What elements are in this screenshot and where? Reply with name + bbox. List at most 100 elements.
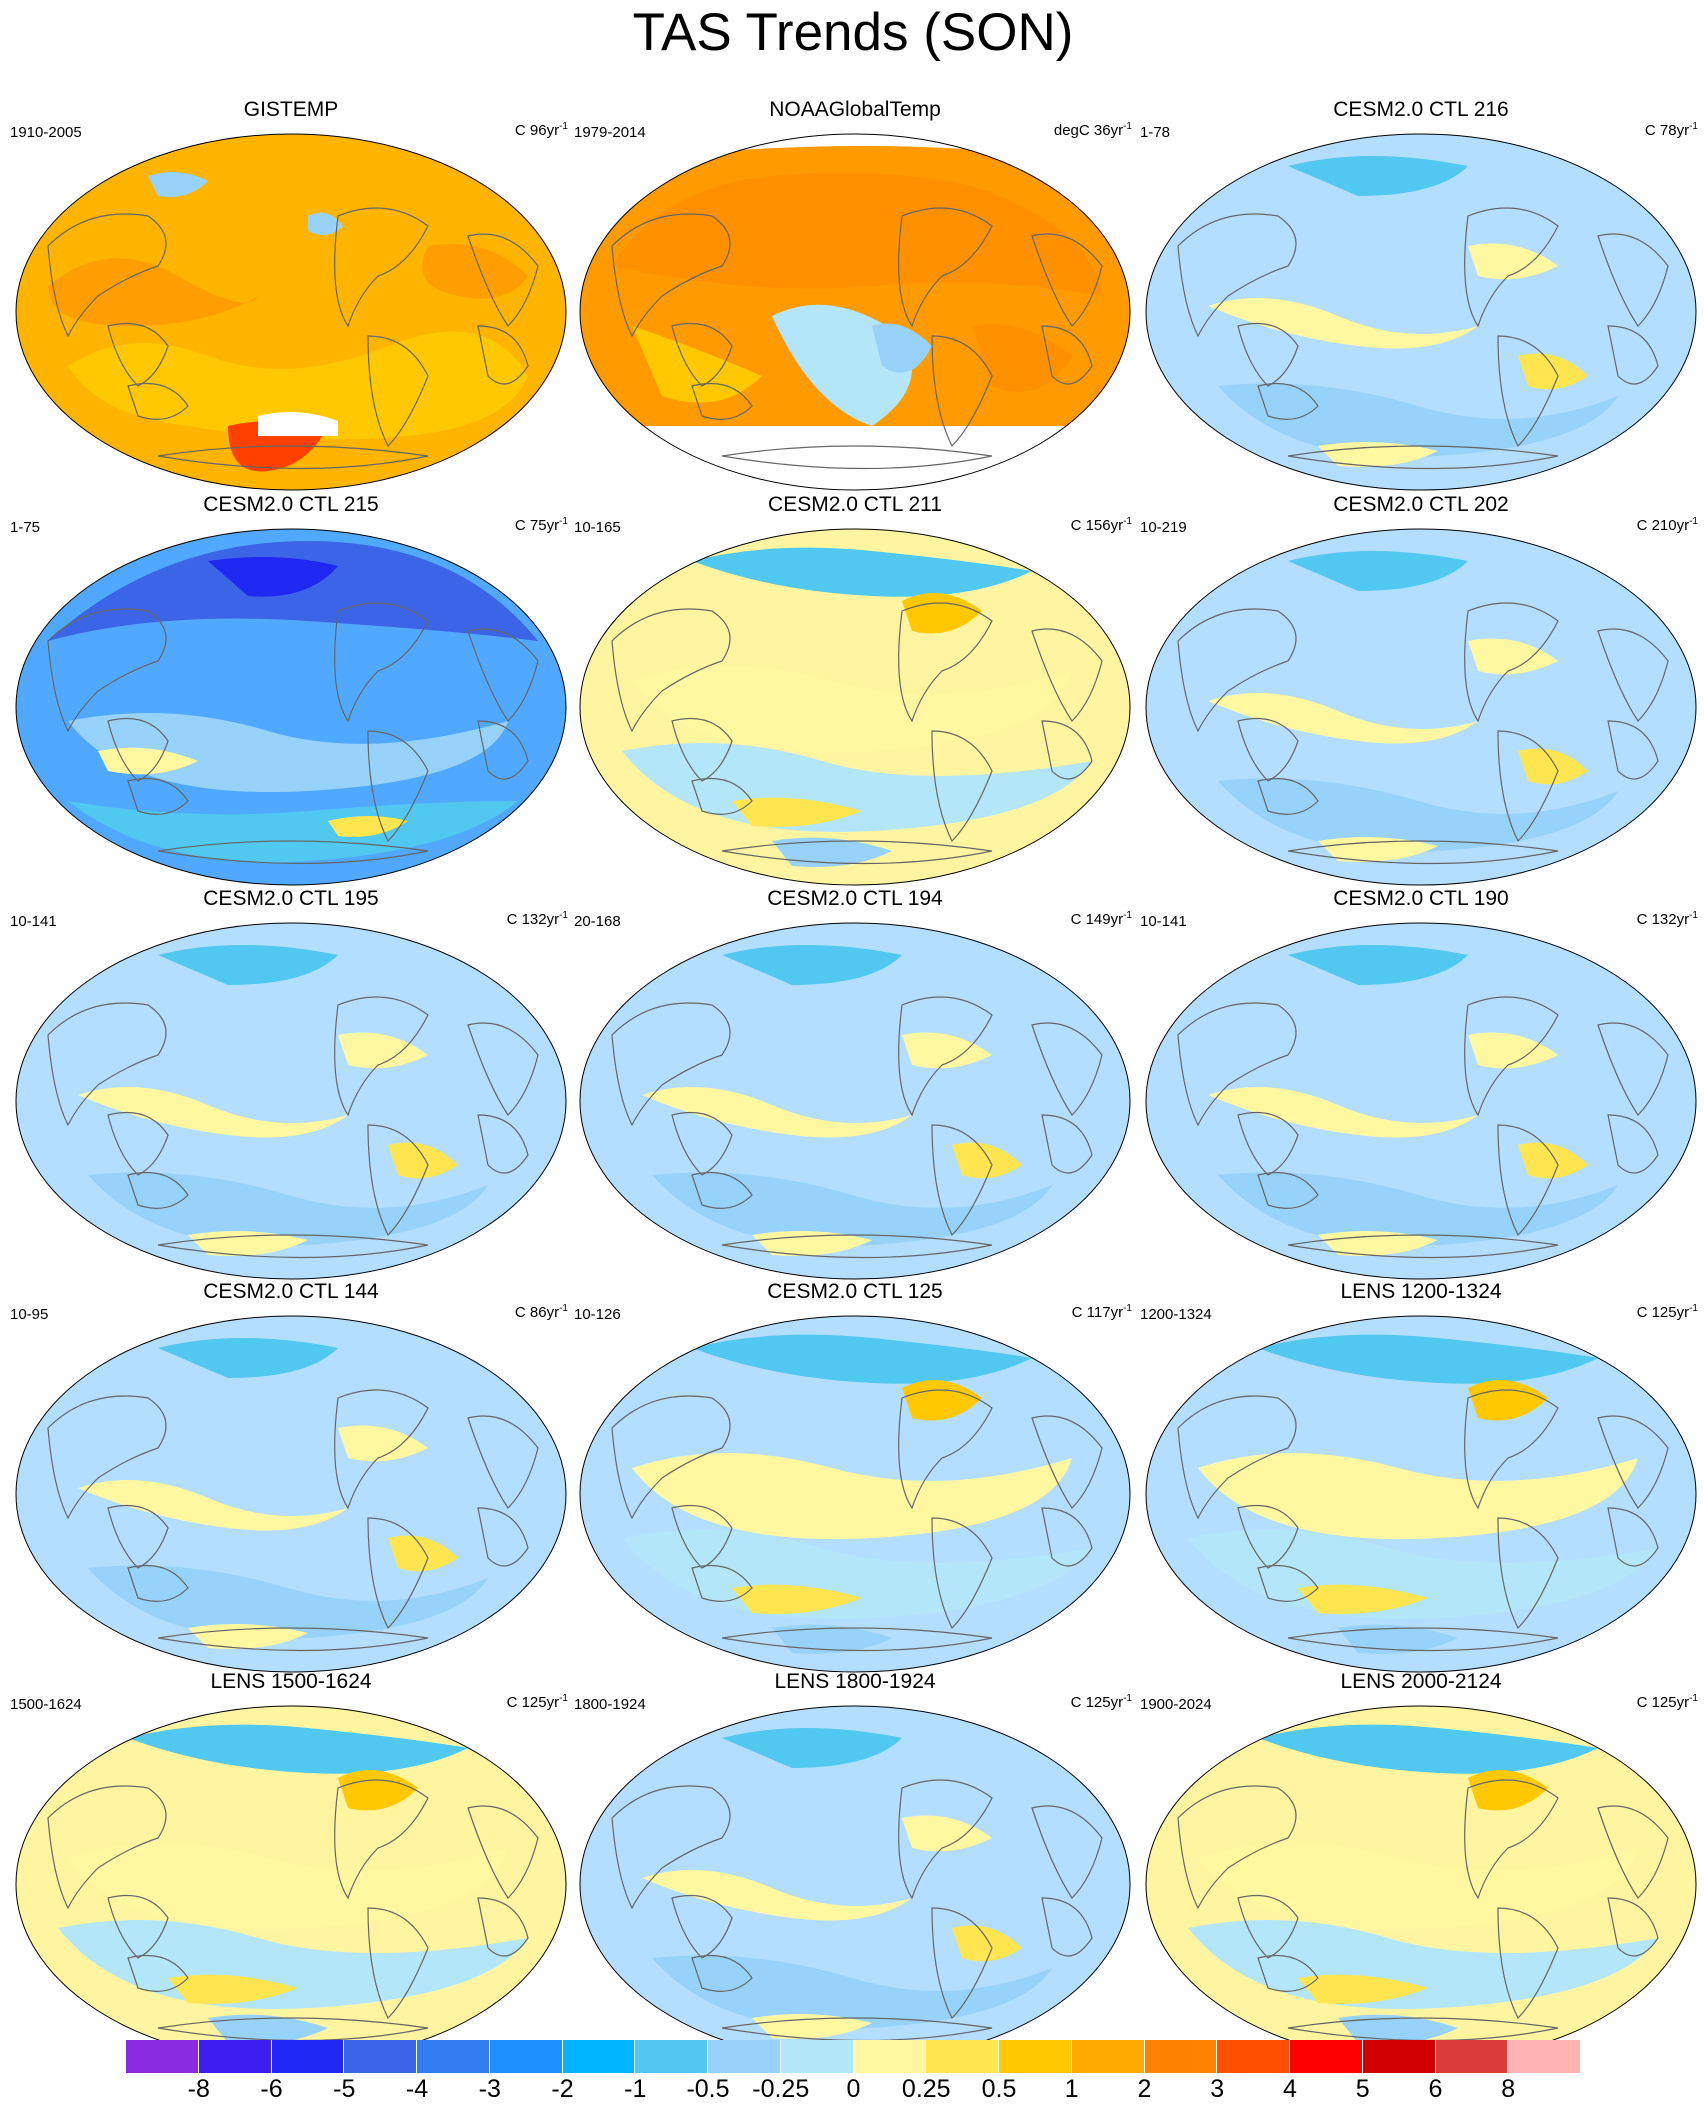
trend-contour-region [952,1925,1022,1962]
trend-contour-region [158,1338,338,1378]
map-panel: CESM2.0 CTL 202 10-219 C 210yr-1 [1138,493,1704,889]
coastline [1597,233,1669,327]
coastline [1497,335,1559,448]
coastline [1464,207,1559,328]
coastline [721,2017,993,2042]
coastline [1287,1627,1559,1652]
trend-contour-region [1468,638,1558,675]
coastline [721,1234,993,1259]
coastline [367,730,429,843]
coastline [898,1389,993,1510]
world-map [15,1705,567,2063]
colorbar-swatch [1071,2040,1145,2073]
trend-contour-region [872,323,932,373]
colorbar-label: 4 [1283,2075,1297,2103]
coastline [1177,213,1297,338]
colorbar-label: 3 [1210,2075,1225,2103]
trend-contour-region [902,1815,992,1852]
world-map [1145,922,1697,1280]
map-panel: LENS 1800-1924 1800-1924 C 125yr-1 [572,1670,1138,2066]
trend-contour-region [1198,1843,1638,1930]
map-panel: CESM2.0 CTL 144 10-95 C 86yr-1 [8,1280,574,1676]
coastline [1257,1954,1319,1992]
coastline [1464,602,1559,723]
panel-year-range: 1200-1324 [1140,1306,1212,1323]
trend-contour-region [1218,778,1618,853]
coastline [1464,996,1559,1117]
panel-title: CESM2.0 CTL 202 [1333,493,1509,516]
world-map [579,528,1131,886]
coastline [1287,840,1559,865]
coastline [1464,1389,1559,1510]
coastline [47,1395,167,1520]
coastline [47,213,167,338]
coastline [931,1517,993,1630]
trend-contour-region [652,1955,1052,2030]
trend-contour-region [732,1584,862,1614]
panel-units: C 125yr-1 [1071,1694,1132,1712]
trend-contour-region [1288,156,1468,196]
colorbar-swatch [926,2040,999,2073]
trend-contour-region [188,1231,308,1256]
panel-units: C 132yr-1 [1637,911,1698,929]
coastline [157,840,429,865]
panel-units: degC 36yr-1 [1054,122,1132,140]
coastline [127,1564,189,1602]
world-map [579,133,1131,491]
panel-units-text: C 75yr [514,517,560,534]
panel-units-text: C 78yr [1644,122,1690,139]
map-panel: LENS 1200-1324 1200-1324 C 125yr-1 [1138,1280,1704,1676]
trend-contour-region [338,1032,428,1069]
coastline [898,996,993,1117]
panel-units-text: C 210yr [1636,517,1690,534]
coastline [1237,717,1299,782]
panel-units-text: C 132yr [506,911,560,928]
panel-title: CESM2.0 CTL 144 [203,1280,379,1303]
coastline [107,717,169,782]
panel-year-range: 1500-1624 [10,1696,82,1713]
coastline [1497,1907,1559,2020]
coastline [1031,1415,1103,1509]
panel-year-range: 10-219 [1140,519,1187,536]
trend-contour-region [388,1142,458,1179]
panel-units-text: C 86yr [514,1304,560,1321]
trend-contour-region [98,747,198,775]
panel-units: C 125yr-1 [1637,1694,1698,1712]
colorbar-swatch [1435,2040,1509,2073]
colorbar-swatch [708,2040,781,2073]
coastline [611,1395,731,1520]
panel-units-text: C 149yr [1070,911,1124,928]
coastline [477,720,529,780]
coastline [1031,1805,1103,1899]
map-boundary [1145,1315,1697,1673]
trend-contour-region [902,1032,992,1069]
panel-year-range: 1910-2005 [10,124,82,141]
trend-contour-region [722,1728,902,1768]
colorbar-swatch [489,2040,563,2073]
trend-contour-region [1468,1380,1548,1421]
coastline [611,1785,731,1910]
map-panel: CESM2.0 CTL 215 1-75 C 75yr-1 [8,493,574,889]
map-panel: GISTEMP 1910-2005 C 96yr-1 [8,98,574,494]
coastline [611,213,731,338]
coastline [1597,628,1669,722]
trend-contour-region [642,1087,912,1138]
panel-units: C 117yr-1 [1072,1304,1132,1322]
coastline [334,1389,429,1510]
colorbar-swatch [198,2040,272,2073]
coastline [1287,1234,1559,1259]
trend-contour-region [68,801,518,863]
coastline [367,1124,429,1237]
coastline [1041,720,1093,780]
trend-contour-region [78,1480,348,1531]
map-boundary [579,133,1131,491]
coastline [1237,1894,1299,1959]
trend-contour-region [78,1087,348,1138]
coastline [157,445,429,470]
colorbar-swatch [126,2040,199,2073]
trend-contour-region [422,244,528,299]
colorbar-label: 0 [846,2075,861,2103]
panel-title: CESM2.0 CTL 195 [203,887,379,910]
trend-contour-region [88,1565,488,1640]
coastline [47,1002,167,1127]
